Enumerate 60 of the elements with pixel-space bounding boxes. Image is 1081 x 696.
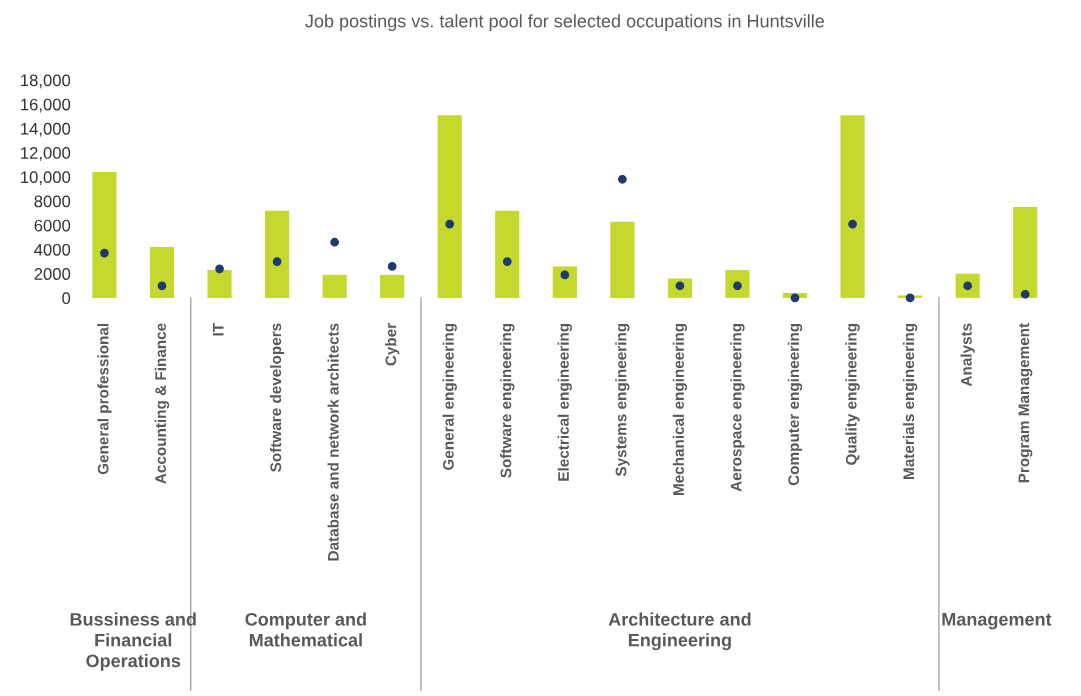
bar — [955, 273, 980, 298]
y-tick-label: 6000 — [34, 219, 71, 232]
text: Bussiness and Financial Operations — [70, 612, 196, 671]
x-tick-label: Computer engineering — [787, 323, 803, 486]
x-tick-label: Program Management — [1018, 323, 1033, 483]
bar — [207, 270, 232, 298]
x-tick-label: Accounting & Finance — [154, 323, 170, 484]
x-tick-label: Systems engineering — [615, 323, 630, 477]
point — [272, 257, 282, 266]
bar — [610, 221, 635, 298]
bar — [92, 172, 117, 298]
y-tick-label: 8000 — [34, 195, 71, 208]
bar — [322, 274, 347, 298]
point — [330, 237, 340, 247]
point — [617, 174, 627, 184]
bar — [1013, 207, 1038, 298]
y-tick-label: 4000 — [34, 243, 71, 256]
x-tick-label: IT — [212, 323, 224, 336]
point — [387, 262, 397, 271]
bar — [265, 210, 290, 298]
x-tick-label: Electrical engineering — [557, 323, 572, 481]
text: Computer and Mathematical — [245, 612, 366, 647]
point — [445, 219, 455, 229]
x-tick-label: General engineering — [442, 323, 457, 470]
y-tick-label: 14,000 — [21, 122, 71, 137]
text: Architecture and Engineering — [608, 612, 751, 651]
point — [848, 219, 857, 229]
bar — [725, 270, 750, 298]
x-tick-label: Database and network architects — [327, 323, 339, 561]
point — [905, 293, 915, 303]
chart-title: Job postings vs. talent pool for selected occupations in Huntsville — [305, 14, 824, 32]
x-tick-label: Software engineering — [500, 323, 515, 478]
point — [502, 257, 512, 266]
bar — [437, 115, 462, 298]
text: Management — [942, 613, 1052, 630]
point — [215, 264, 224, 274]
point — [100, 248, 109, 258]
x-tick-label: Analysts — [960, 323, 975, 387]
x-tick-label: Quality engineering — [845, 323, 860, 465]
y-tick-label: 16,000 — [21, 98, 71, 113]
y-tick-label: 18,000 — [21, 74, 71, 89]
bar — [380, 274, 405, 298]
y-tick-label: 2000 — [34, 268, 71, 280]
x-tick-label: Cyber — [385, 323, 400, 366]
y-tick-label: 0 — [62, 292, 71, 305]
point — [790, 293, 800, 303]
point — [1020, 289, 1030, 299]
x-tick-label: Software developers — [269, 323, 285, 472]
bar — [495, 210, 520, 298]
bar — [552, 266, 577, 298]
point — [157, 281, 167, 291]
x-tick-label: Mechanical engineering — [672, 323, 688, 496]
x-tick-label: Materials engineering — [902, 323, 918, 479]
x-tick-label: General professional — [97, 323, 112, 475]
bar — [149, 247, 175, 298]
x-tick-label: Aerospace engineering — [730, 323, 745, 492]
bar — [840, 115, 865, 298]
point — [560, 270, 570, 280]
y-tick-label: 12,000 — [21, 147, 71, 161]
y-tick-label: 10,000 — [21, 171, 71, 186]
